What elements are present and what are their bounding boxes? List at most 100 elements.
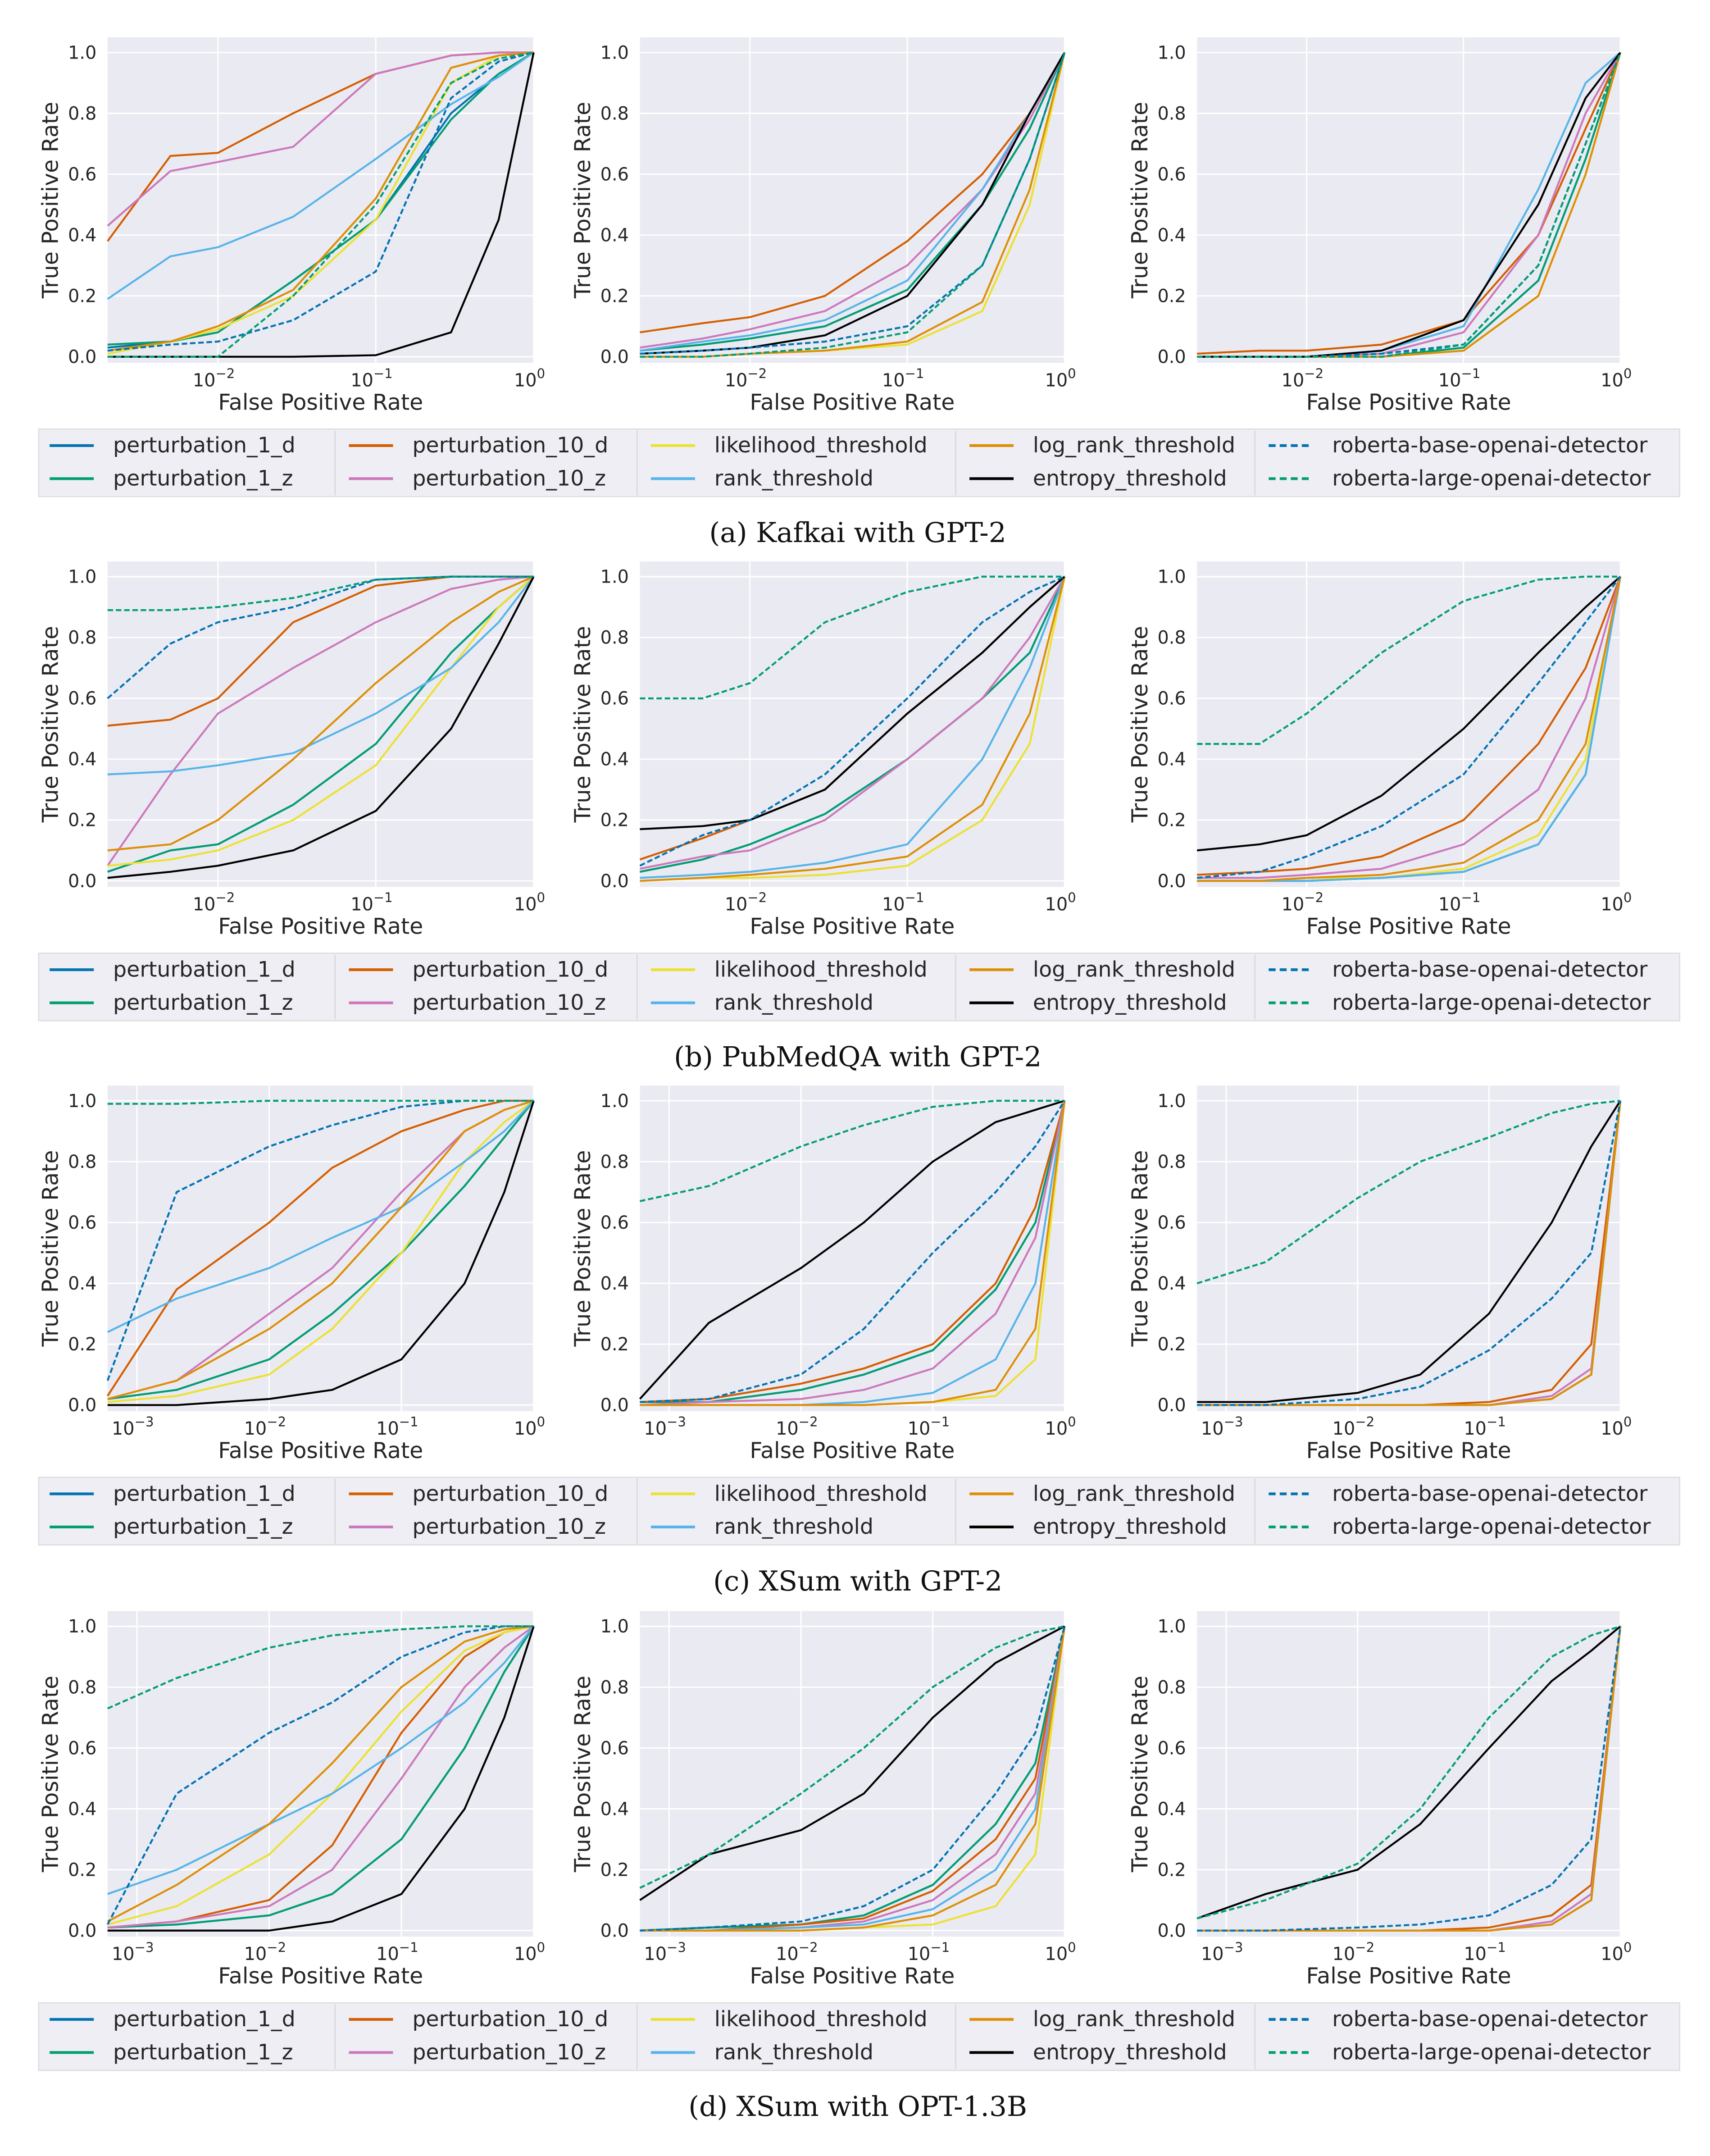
- roc-panel: 0.0 0.2 0.4 0.6 0.8 1.0 10−3 10−2 10−1 100 False P…: [38, 1085, 545, 1463]
- x-tick-label: 100: [1045, 1414, 1076, 1439]
- legend-label: perturbation_10_d: [412, 1481, 608, 1506]
- roc-curve-perturbation_10_z: [1197, 576, 1622, 879]
- roc-curve-log_rank_threshold: [107, 575, 534, 852]
- x-tick-label: 10−1: [1438, 366, 1481, 391]
- roc-curve-roberta-base-openai-detector: [1196, 576, 1621, 879]
- roc-curve-entropy_threshold: [639, 1625, 1065, 1901]
- legend-box: [38, 1477, 1680, 1545]
- y-tick-label: 0.6: [1157, 1212, 1186, 1233]
- roc-curve-log_rank_threshold: [107, 1099, 534, 1400]
- y-tick-label: 0.8: [600, 628, 629, 648]
- x-tick-label: 100: [1045, 366, 1076, 391]
- roc-curve-perturbation_10_d: [1197, 52, 1621, 355]
- y-axis-label: True Positive Rate: [38, 626, 64, 823]
- x-axis-label: False Positive Rate: [750, 914, 955, 939]
- x-axis-label: False Positive Rate: [750, 1963, 955, 1989]
- x-tick-label: 10−2: [725, 366, 767, 391]
- x-tick-label: 10−2: [1282, 366, 1324, 391]
- roc-curve-rank_threshold: [107, 1626, 535, 1895]
- roc-curve-roberta-large-openai-detector: [107, 1625, 534, 1709]
- y-axis-label: True Positive Rate: [1127, 1150, 1153, 1347]
- y-axis-label: True Positive Rate: [570, 1150, 596, 1347]
- figure-caption: (b) PubMedQA with GPT-2: [674, 1041, 1041, 1073]
- figure-caption: (c) XSum with GPT-2: [713, 1565, 1002, 1597]
- plot-area: [640, 1085, 1065, 1411]
- roc-curve-perturbation_1_z: [107, 576, 535, 873]
- y-tick-label: 0.4: [1157, 1273, 1186, 1294]
- y-tick-label: 0.2: [1157, 810, 1186, 831]
- x-tick-label: 10−2: [244, 1414, 287, 1439]
- roc-curve-likelihood_threshold: [107, 576, 535, 867]
- x-tick-label: 10−2: [193, 366, 235, 391]
- x-tick-label: 10−3: [112, 1940, 154, 1965]
- y-tick-label: 0.2: [68, 810, 96, 831]
- legend-label: perturbation_1_d: [113, 2007, 296, 2032]
- legend-label: perturbation_10_z: [412, 990, 606, 1015]
- y-tick-label: 0.8: [600, 103, 629, 124]
- y-tick-label: 0.6: [600, 1738, 629, 1759]
- y-tick-label: 0.2: [68, 1334, 96, 1355]
- legend-label: perturbation_10_z: [412, 466, 606, 491]
- roc-curve-log_rank_threshold: [640, 576, 1066, 882]
- legend-label: perturbation_1_z: [113, 990, 293, 1015]
- roc-curve-perturbation_10_d: [640, 1100, 1066, 1403]
- y-tick-label: 0.4: [1157, 749, 1186, 770]
- y-tick-label: 0.0: [600, 1920, 629, 1941]
- y-tick-label: 1.0: [68, 1616, 96, 1637]
- legend-label: rank_threshold: [714, 2040, 873, 2065]
- x-tick-label: 100: [1601, 1414, 1632, 1439]
- y-tick-label: 0.8: [68, 1677, 96, 1698]
- x-axis-label: False Positive Rate: [218, 389, 423, 415]
- y-tick-label: 0.8: [68, 103, 96, 124]
- y-axis-label: True Positive Rate: [1127, 102, 1153, 299]
- roc-curve-perturbation_10_d: [1197, 576, 1622, 876]
- legend-label: log_rank_threshold: [1033, 433, 1235, 458]
- roc-curve-perturbation_10_z: [640, 52, 1066, 349]
- x-tick-label: 10−1: [376, 1940, 418, 1965]
- x-tick-label: 100: [1601, 366, 1632, 391]
- x-tick-label: 10−3: [1201, 1414, 1243, 1439]
- legend-label: entropy_threshold: [1033, 2040, 1227, 2065]
- roc-curve-roberta-large-openai-detector: [107, 51, 534, 358]
- y-axis-label: True Positive Rate: [570, 626, 596, 823]
- roc-curve-roberta-large-openai-detector: [1196, 1625, 1621, 1919]
- y-tick-label: 0.4: [68, 1799, 96, 1819]
- legend-label: roberta-base-openai-detector: [1332, 957, 1648, 982]
- roc-curve-entropy_threshold: [107, 1100, 535, 1406]
- y-tick-label: 0.8: [68, 628, 96, 648]
- x-tick-label: 10−2: [244, 1940, 287, 1965]
- x-axis-label: False Positive Rate: [750, 1438, 955, 1463]
- roc-curve-rank_threshold: [107, 1100, 535, 1333]
- legend-label: roberta-base-openai-detector: [1332, 1481, 1648, 1506]
- legend: perturbation_1_d perturbation_1_z perturba…: [38, 2002, 1680, 2071]
- x-axis-label: False Positive Rate: [218, 914, 423, 939]
- legend-label: rank_threshold: [714, 1514, 873, 1539]
- y-tick-label: 0.8: [68, 1152, 96, 1172]
- roc-curve-roberta-base-openai-detector: [640, 1100, 1066, 1403]
- y-tick-label: 0.2: [68, 1860, 96, 1880]
- roc-curve-roberta-base-openai-detector: [1197, 1100, 1622, 1406]
- y-tick-label: 0.6: [68, 1212, 96, 1233]
- roc-curve-roberta-base-openai-detector: [1197, 1626, 1622, 1932]
- x-tick-label: 10−2: [1333, 1940, 1375, 1965]
- x-axis-label: False Positive Rate: [750, 389, 955, 415]
- y-axis-label: True Positive Rate: [1127, 1676, 1153, 1873]
- y-tick-label: 0.4: [1157, 1799, 1186, 1819]
- y-tick-label: 0.6: [1157, 164, 1186, 185]
- y-tick-label: 0.4: [1157, 225, 1186, 246]
- plot-area: [1197, 561, 1621, 887]
- roc-curve-roberta-base-openai-detector: [106, 1625, 534, 1925]
- y-tick-label: 0.6: [600, 688, 629, 709]
- roc-curve-log_rank_threshold: [640, 1100, 1066, 1406]
- roc-curve-perturbation_1_z: [640, 52, 1066, 352]
- roc-panel: 0.0 0.2 0.4 0.6 0.8 1.0 10−2 10−1 100 False Posit…: [570, 37, 1076, 415]
- roc-curve-likelihood_threshold: [107, 1625, 534, 1926]
- y-tick-label: 0.6: [1157, 1738, 1186, 1759]
- y-tick-label: 0.8: [1157, 1677, 1186, 1698]
- roc-curve-entropy_threshold: [1196, 1625, 1621, 1919]
- y-tick-label: 1.0: [600, 1091, 629, 1112]
- roc-curve-log_rank_threshold: [107, 51, 534, 352]
- roc-curve-perturbation_10_z: [107, 575, 534, 866]
- roc-curve-roberta-base-openai-detector: [107, 51, 534, 352]
- roc-curve-roberta-large-openai-detector: [640, 52, 1066, 358]
